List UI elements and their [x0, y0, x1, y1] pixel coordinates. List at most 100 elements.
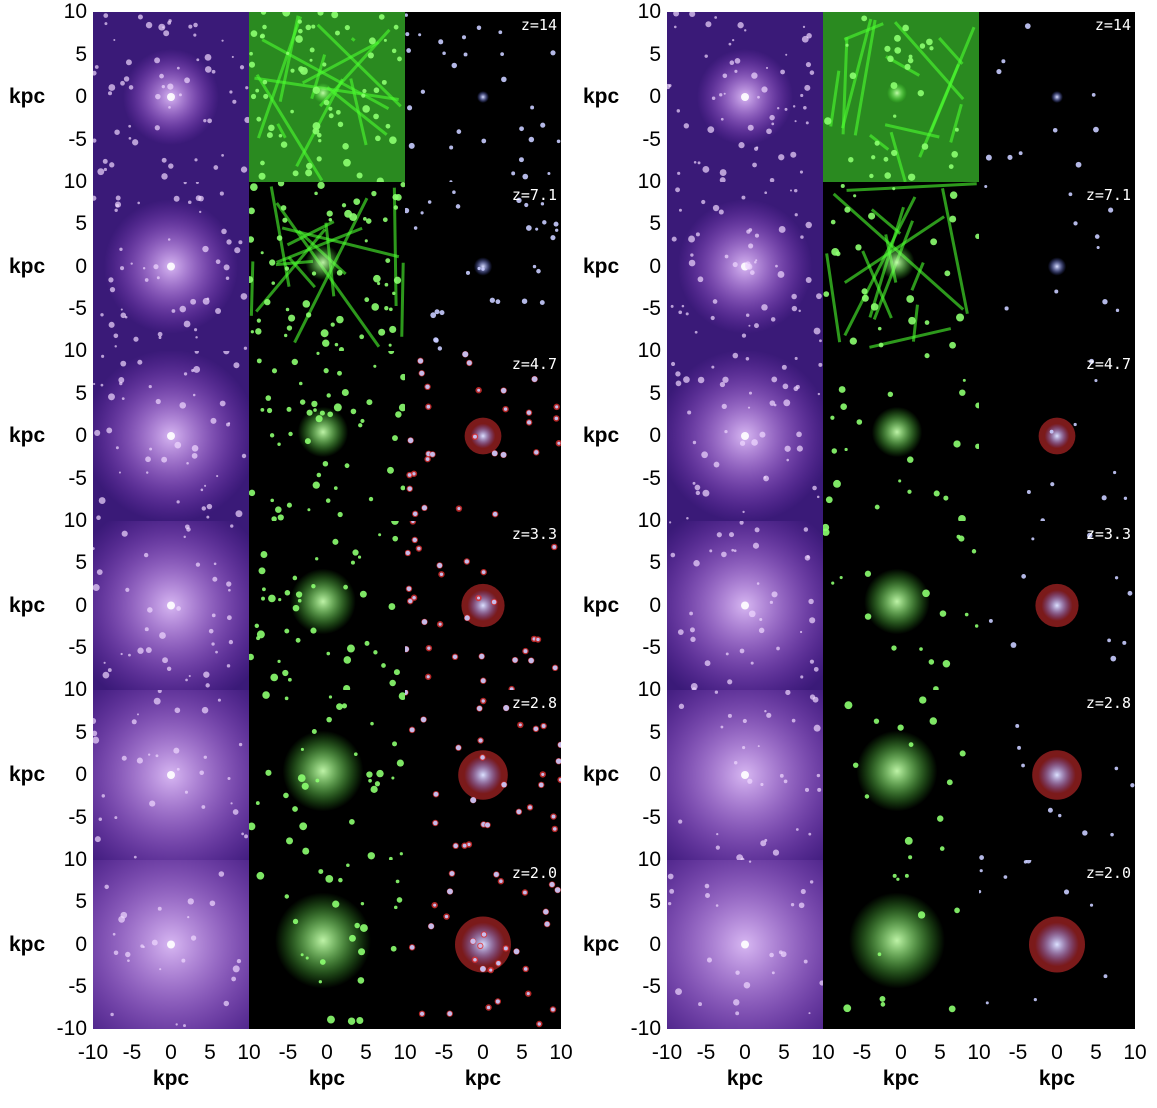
y-axis-label: kpc — [583, 85, 620, 108]
x-tick-label: 0 — [477, 1041, 489, 1064]
redshift-label: z=7.1 — [511, 186, 557, 204]
y-tick-label: 0 — [75, 254, 87, 278]
x-tick-label: 5 — [360, 1041, 372, 1064]
y-tick-label: -5 — [642, 635, 661, 659]
x-tick-label: -10 — [651, 1041, 683, 1064]
y-tick-label: 0 — [75, 424, 87, 447]
y-tick-label: -10 — [630, 1017, 661, 1040]
y-tick-label: 10 — [637, 0, 661, 23]
x-tick-label: -5 — [434, 1041, 454, 1064]
gas-panel — [823, 690, 979, 860]
x-tick-label: -5 — [278, 1041, 298, 1064]
x-axis-label: kpc — [308, 1067, 346, 1090]
redshift-label: z=3.3 — [1085, 525, 1131, 543]
dark-matter-panel — [667, 351, 823, 521]
stars-panel — [979, 182, 1135, 351]
gas-panel — [823, 182, 979, 351]
dark-matter-panel — [93, 690, 249, 860]
x-tick-label: 10 — [1123, 1041, 1147, 1064]
redshift-label: z=2.0 — [511, 864, 557, 882]
y-tick-label: 5 — [75, 42, 87, 66]
y-tick-label: 0 — [649, 593, 661, 617]
y-tick-label: -5 — [642, 805, 661, 829]
y-tick-label: 0 — [649, 424, 661, 447]
y-tick-label: 5 — [649, 212, 661, 236]
dark-matter-panel — [93, 521, 249, 690]
x-axis-label: kpc — [152, 1067, 190, 1090]
stars-panel — [405, 12, 561, 182]
x-tick-label: 10 — [967, 1041, 991, 1064]
dark-matter-panel — [667, 12, 823, 182]
y-tick-label: 0 — [75, 85, 87, 108]
redshift-label: z=3.3 — [511, 525, 557, 543]
y-axis-label: kpc — [9, 85, 46, 108]
y-tick-label: 10 — [63, 678, 87, 701]
y-tick-label: 5 — [75, 381, 87, 405]
y-tick-label: 0 — [649, 85, 661, 108]
y-tick-label: 5 — [75, 720, 87, 744]
y-tick-label: 5 — [75, 551, 87, 575]
y-axis-label: kpc — [583, 424, 620, 447]
redshift-label: z=2.0 — [1085, 864, 1131, 882]
stars-panel — [405, 521, 561, 690]
y-tick-label: 5 — [649, 720, 661, 744]
y-tick-label: 0 — [649, 763, 661, 786]
y-tick-label: -5 — [68, 466, 87, 490]
y-axis-label: kpc — [583, 763, 620, 786]
gas-panel — [823, 521, 979, 690]
y-tick-label: -5 — [642, 127, 661, 151]
stars-panel — [979, 12, 1135, 182]
gas-panel — [249, 690, 405, 860]
stars-panel — [979, 521, 1135, 690]
y-axis-label: kpc — [9, 254, 46, 278]
x-tick-label: 5 — [778, 1041, 790, 1064]
gas-panel — [249, 521, 405, 690]
gas-panel — [249, 182, 405, 351]
y-tick-label: -10 — [56, 1017, 87, 1040]
dark-matter-panel — [93, 182, 249, 351]
gas-panel — [823, 860, 979, 1029]
stars-panel — [405, 182, 561, 351]
y-tick-label: 0 — [649, 254, 661, 278]
dark-matter-panel — [93, 860, 249, 1029]
y-tick-label: -5 — [642, 466, 661, 490]
y-tick-label: 10 — [63, 509, 87, 532]
stars-panel — [979, 351, 1135, 521]
y-axis-label: kpc — [9, 593, 46, 617]
x-tick-label: 10 — [393, 1041, 417, 1064]
redshift-label: z=14 — [1094, 16, 1131, 34]
stars-panel — [405, 690, 561, 860]
y-tick-label: 5 — [649, 551, 661, 575]
x-axis-label: kpc — [464, 1067, 502, 1090]
redshift-label: z=4.7 — [511, 355, 557, 373]
y-tick-label: 0 — [75, 763, 87, 786]
x-tick-label: 0 — [895, 1041, 907, 1064]
y-tick-label: 0 — [649, 932, 661, 956]
y-tick-label: 5 — [649, 42, 661, 66]
y-tick-label: 10 — [63, 170, 87, 193]
y-axis-label: kpc — [583, 254, 620, 278]
x-tick-label: 0 — [321, 1041, 333, 1064]
y-tick-label: -5 — [68, 127, 87, 151]
x-axis-label: kpc — [882, 1067, 920, 1090]
dark-matter-panel — [667, 182, 823, 351]
stars-panel — [405, 860, 561, 1029]
x-tick-label: 0 — [1051, 1041, 1063, 1064]
y-tick-label: 10 — [637, 170, 661, 193]
x-tick-label: 0 — [739, 1041, 751, 1064]
y-tick-label: 0 — [75, 932, 87, 956]
x-axis-label: kpc — [1038, 1067, 1076, 1090]
y-axis-label: kpc — [9, 763, 46, 786]
x-tick-label: 10 — [549, 1041, 573, 1064]
y-tick-label: -5 — [68, 635, 87, 659]
gas-panel — [823, 12, 979, 182]
y-axis-label: kpc — [9, 932, 46, 956]
stars-panel — [979, 690, 1135, 860]
x-tick-label: -5 — [1008, 1041, 1028, 1064]
y-tick-label: 5 — [649, 890, 661, 914]
x-tick-label: 10 — [811, 1041, 835, 1064]
y-tick-label: 10 — [63, 339, 87, 362]
dark-matter-panel — [667, 690, 823, 860]
gas-panel — [823, 351, 979, 521]
redshift-label: z=7.1 — [1085, 186, 1131, 204]
